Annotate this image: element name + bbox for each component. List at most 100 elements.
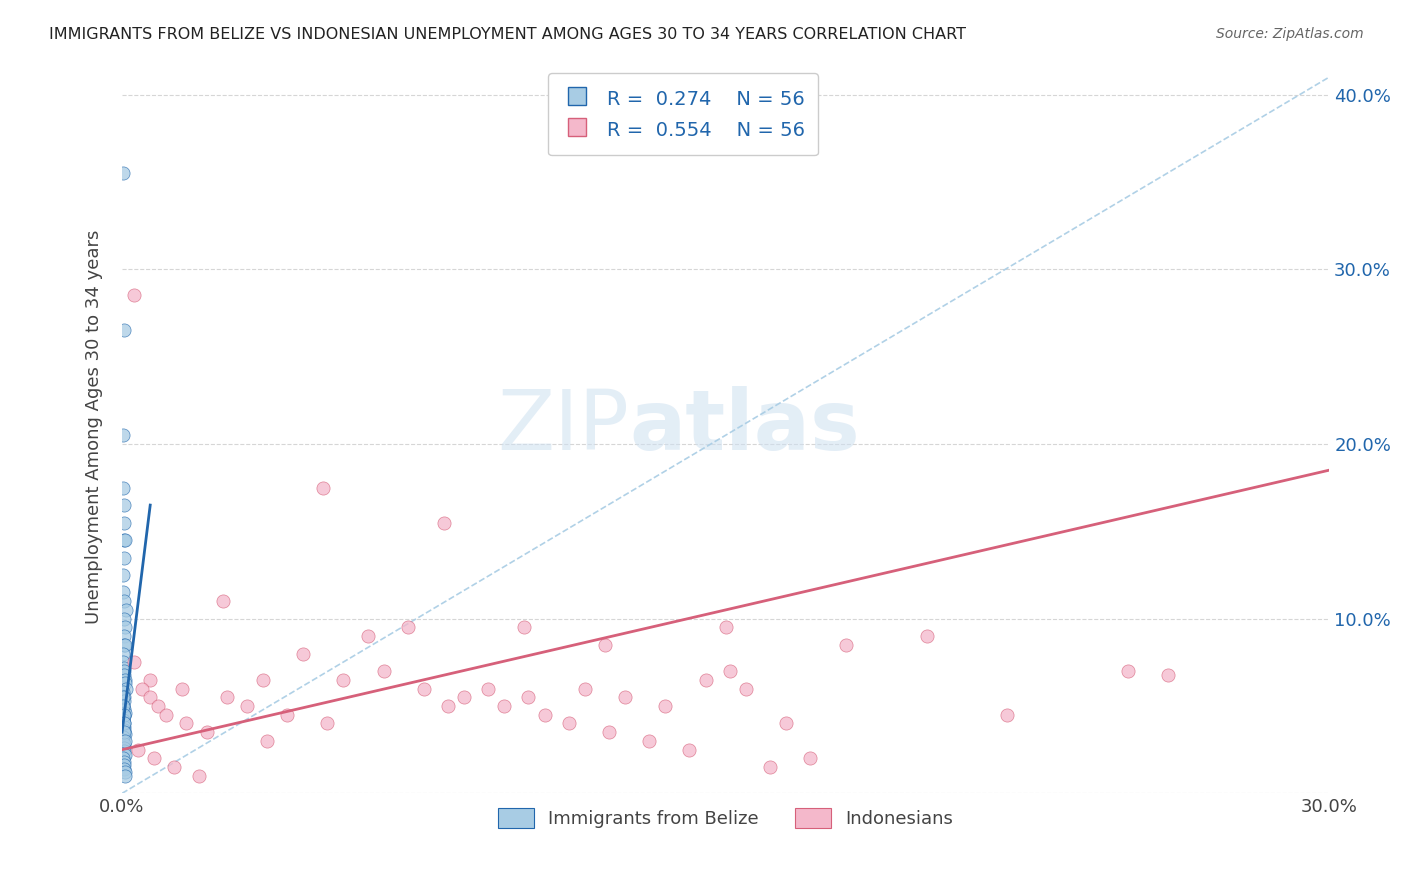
Point: [574, 681, 596, 696]
Point: [412, 681, 434, 696]
Point: [215, 690, 238, 705]
Point: [114, 676, 136, 690]
Point: [112, 716, 135, 731]
Point: [332, 673, 354, 687]
Point: [112, 481, 135, 495]
Point: [437, 698, 460, 713]
Text: Source: ZipAtlas.com: Source: ZipAtlas.com: [1216, 27, 1364, 41]
Point: [678, 742, 700, 756]
Point: [187, 769, 209, 783]
Point: [112, 738, 135, 752]
Point: [112, 731, 135, 745]
Point: [112, 568, 135, 582]
Point: [112, 533, 135, 547]
Point: [111, 428, 134, 442]
Point: [775, 716, 797, 731]
Point: [148, 698, 170, 713]
Point: [114, 612, 136, 626]
Point: [112, 716, 135, 731]
Point: [799, 751, 821, 765]
Point: [695, 673, 717, 687]
Point: [533, 707, 555, 722]
Point: [316, 716, 339, 731]
Point: [453, 690, 475, 705]
Point: [759, 760, 782, 774]
Point: [252, 673, 274, 687]
Point: [114, 727, 136, 741]
Point: [356, 629, 378, 643]
Point: [654, 698, 676, 713]
Point: [143, 751, 166, 765]
Point: [718, 664, 741, 678]
Point: [114, 725, 136, 739]
Point: [111, 656, 134, 670]
Point: [111, 698, 134, 713]
Legend: Immigrants from Belize, Indonesians: Immigrants from Belize, Indonesians: [491, 800, 960, 836]
Text: ZIP: ZIP: [498, 386, 628, 467]
Point: [127, 742, 149, 756]
Point: [112, 713, 135, 727]
Point: [292, 647, 315, 661]
Point: [114, 720, 136, 734]
Point: [1116, 664, 1139, 678]
Point: [915, 629, 938, 643]
Point: [114, 667, 136, 681]
Point: [112, 664, 135, 678]
Point: [112, 629, 135, 643]
Point: [373, 664, 395, 678]
Point: [112, 647, 135, 661]
Point: [114, 638, 136, 652]
Point: [112, 690, 135, 705]
Point: [172, 681, 194, 696]
Point: [112, 758, 135, 772]
Point: [734, 681, 756, 696]
Point: [114, 769, 136, 783]
Point: [312, 481, 335, 495]
Point: [557, 716, 579, 731]
Point: [593, 638, 616, 652]
Point: [513, 620, 536, 634]
Point: [114, 706, 136, 720]
Point: [211, 594, 233, 608]
Point: [122, 288, 145, 302]
Point: [114, 702, 136, 716]
Point: [112, 660, 135, 674]
Point: [155, 707, 177, 722]
Point: [112, 740, 135, 755]
Point: [256, 734, 278, 748]
Y-axis label: Unemployment Among Ages 30 to 34 years: Unemployment Among Ages 30 to 34 years: [86, 229, 103, 624]
Point: [396, 620, 419, 634]
Point: [114, 747, 136, 762]
Point: [131, 681, 153, 696]
Point: [114, 765, 136, 780]
Point: [494, 698, 516, 713]
Point: [433, 516, 456, 530]
Point: [139, 673, 162, 687]
Point: [111, 690, 134, 705]
Point: [114, 734, 136, 748]
Point: [614, 690, 637, 705]
Point: [477, 681, 499, 696]
Point: [112, 594, 135, 608]
Point: [638, 734, 661, 748]
Point: [112, 323, 135, 337]
Point: [112, 685, 135, 699]
Point: [114, 516, 136, 530]
Point: [112, 751, 135, 765]
Point: [112, 755, 135, 769]
Point: [114, 681, 136, 696]
Point: [114, 533, 136, 547]
Point: [114, 673, 136, 687]
Point: [835, 638, 858, 652]
Point: [114, 762, 136, 776]
Point: [112, 694, 135, 708]
Point: [195, 725, 218, 739]
Point: [598, 725, 620, 739]
Point: [163, 760, 186, 774]
Point: [112, 550, 135, 565]
Point: [114, 744, 136, 758]
Point: [276, 707, 298, 722]
Point: [122, 656, 145, 670]
Text: IMMIGRANTS FROM BELIZE VS INDONESIAN UNEMPLOYMENT AMONG AGES 30 TO 34 YEARS CORR: IMMIGRANTS FROM BELIZE VS INDONESIAN UNE…: [49, 27, 966, 42]
Point: [517, 690, 540, 705]
